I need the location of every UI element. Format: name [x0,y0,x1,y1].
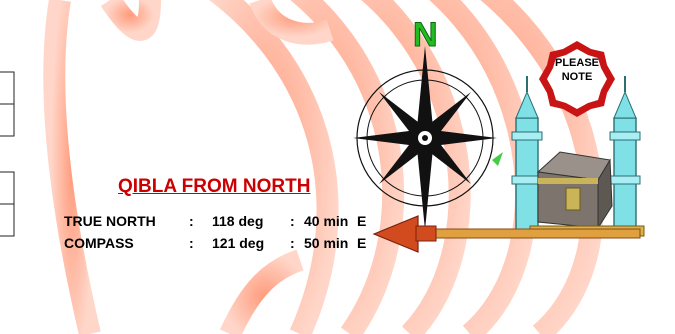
row-minutes: 50 min [304,235,349,251]
please-note-text: PLEASE NOTE [540,56,614,84]
compass-rose-icon [353,46,497,230]
edge-box-3 [0,171,15,205]
edge-box-1 [0,71,15,105]
row-degrees: 118 deg [212,213,264,229]
edge-box-2 [0,103,15,137]
row-minutes: 40 min [304,213,349,229]
please-note-badge [539,41,615,117]
qibla-title: QIBLA FROM NORTH [118,176,311,197]
north-label: N [413,16,438,54]
row-separator-2: : [290,235,295,251]
please-note-line2: NOTE [561,71,593,83]
row-label: TRUE NORTH [64,213,156,229]
qibla-pointer-icon [492,152,503,166]
please-note-line1: PLEASE [554,57,599,69]
row-degrees: 121 deg [212,235,265,251]
radiating-arcs [43,0,604,334]
qibla-arrow-icon [372,215,641,253]
row-separator-2: : [290,213,295,229]
edge-box-4 [0,203,15,237]
row-separator: : [189,235,194,251]
row-separator: : [189,213,194,229]
row-label: COMPASS [64,235,134,251]
row-direction: E [357,213,367,229]
row-direction: E [357,235,367,251]
